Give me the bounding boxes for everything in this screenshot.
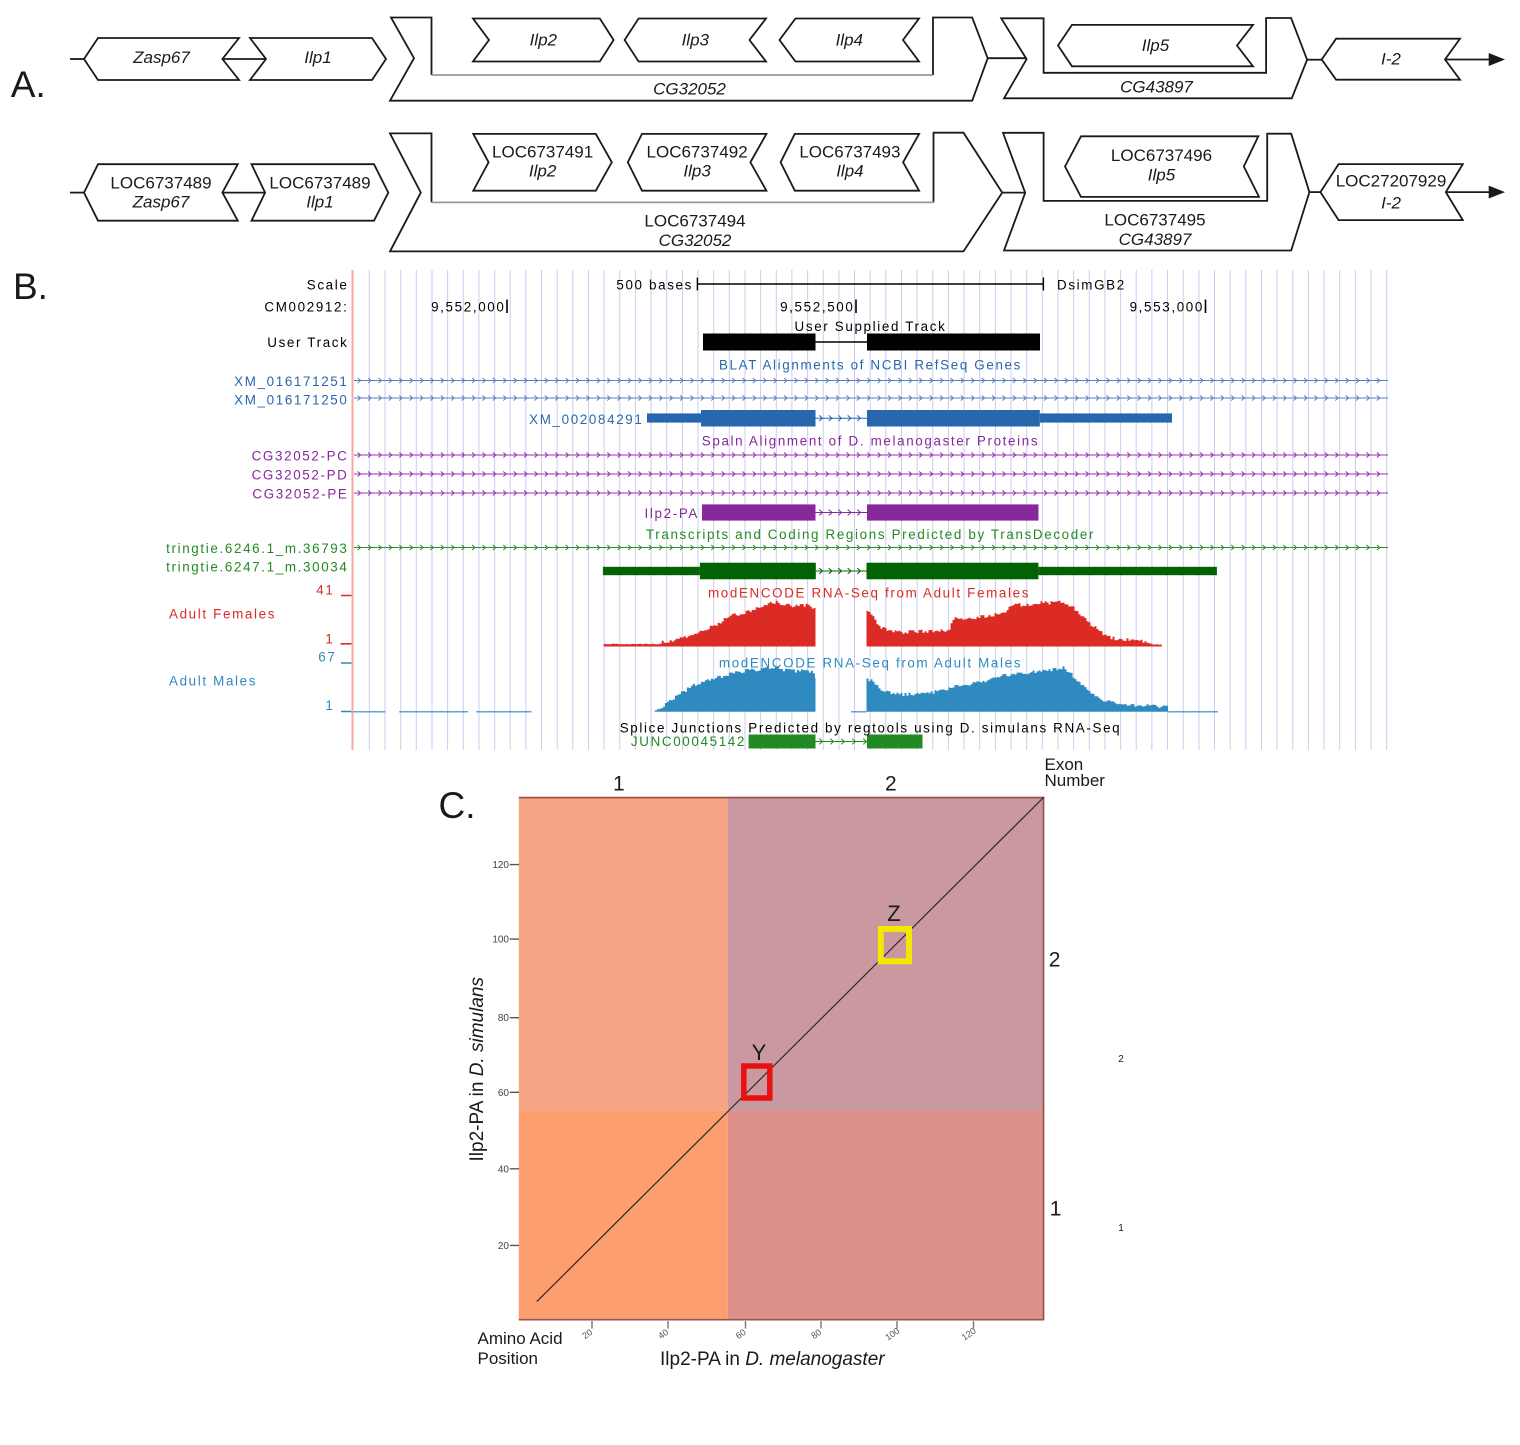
svg-text:A.: A. [11, 64, 46, 105]
svg-text:Transcripts and Coding Regions: Transcripts and Coding Regions Predicted… [646, 527, 1095, 542]
svg-text:LOC6737494: LOC6737494 [644, 212, 745, 231]
svg-text:Ilp4: Ilp4 [836, 31, 863, 50]
svg-text:Ilp1: Ilp1 [304, 48, 331, 67]
svg-text:Adult Males: Adult Males [169, 673, 257, 688]
svg-text:Number: Number [1045, 771, 1106, 790]
svg-text:User Supplied Track: User Supplied Track [795, 319, 947, 334]
svg-text:40: 40 [656, 1327, 670, 1341]
svg-text:LOC6737489: LOC6737489 [110, 174, 211, 193]
svg-text:User Track: User Track [267, 335, 348, 350]
svg-text:LOC27207929: LOC27207929 [1336, 171, 1447, 190]
svg-text:Z: Z [887, 901, 900, 926]
svg-text:Ilp2-PA in D. melanogaster: Ilp2-PA in D. melanogaster [660, 1349, 885, 1370]
svg-text:1: 1 [325, 631, 334, 646]
svg-text:CG43897: CG43897 [1119, 230, 1192, 249]
svg-text:LOC6737491: LOC6737491 [492, 142, 593, 161]
svg-text:CG32052-PC: CG32052-PC [252, 449, 349, 464]
svg-text:B.: B. [13, 266, 48, 307]
svg-text:DsimGB2: DsimGB2 [1057, 278, 1126, 293]
svg-text:LOC6737493: LOC6737493 [799, 142, 900, 161]
svg-text:Spaln Alignment of D. melanoga: Spaln Alignment of D. melanogaster Prote… [702, 434, 1039, 449]
svg-text:67: 67 [318, 649, 336, 664]
svg-text:120: 120 [492, 860, 509, 871]
svg-text:2: 2 [885, 773, 897, 796]
svg-text:Zasp67: Zasp67 [132, 48, 190, 67]
svg-text:40: 40 [498, 1164, 510, 1175]
svg-text:CG32052-PE: CG32052-PE [252, 487, 348, 502]
svg-text:Scale: Scale [307, 278, 349, 293]
svg-text:80: 80 [809, 1327, 823, 1341]
svg-text:CG32052: CG32052 [653, 79, 726, 98]
svg-text:Amino Acid: Amino Acid [478, 1329, 563, 1348]
svg-text:JUNC00045142: JUNC00045142 [631, 734, 746, 749]
svg-text:Position: Position [478, 1349, 538, 1368]
svg-text:tringtie.6246.1_m.36793: tringtie.6246.1_m.36793 [166, 541, 348, 556]
svg-text:Ilp4: Ilp4 [836, 162, 863, 181]
svg-text:Ilp3: Ilp3 [682, 31, 710, 50]
svg-text:20: 20 [580, 1327, 594, 1341]
svg-text:CM002912:: CM002912: [264, 300, 348, 315]
svg-text:80: 80 [498, 1013, 510, 1024]
svg-text:1: 1 [613, 773, 625, 796]
svg-text:CG32052-PD: CG32052-PD [252, 468, 349, 483]
svg-text:Adult Females: Adult Females [169, 607, 276, 622]
svg-text:C.: C. [439, 785, 476, 826]
svg-text:1: 1 [325, 698, 334, 713]
svg-text:modENCODE RNA-Seq from Adult F: modENCODE RNA-Seq from Adult Females [708, 586, 1030, 601]
svg-text:LOC6737496: LOC6737496 [1111, 146, 1212, 165]
svg-text:2: 2 [1118, 1054, 1124, 1065]
svg-text:9,552,000: 9,552,000 [431, 300, 505, 315]
svg-text:9,552,500: 9,552,500 [780, 300, 854, 315]
svg-text:Ilp5: Ilp5 [1148, 165, 1176, 184]
svg-text:LOC6737495: LOC6737495 [1104, 211, 1205, 230]
svg-text:60: 60 [734, 1327, 748, 1341]
svg-text:Ilp5: Ilp5 [1142, 36, 1170, 55]
svg-text:CG32052: CG32052 [659, 231, 732, 250]
svg-text:Splice Junctions Predicted by: Splice Junctions Predicted by regtools u… [620, 721, 1122, 736]
svg-text:Ilp2-PA in D. simulans: Ilp2-PA in D. simulans [467, 977, 488, 1162]
svg-text:500 bases: 500 bases [616, 278, 693, 293]
svg-text:XM_016171250: XM_016171250 [234, 393, 348, 408]
svg-text:Exon: Exon [1045, 755, 1084, 774]
svg-text:Ilp2: Ilp2 [529, 162, 557, 181]
svg-text:LOC6737489: LOC6737489 [269, 174, 370, 193]
svg-text:2: 2 [1049, 949, 1061, 972]
svg-text:XM_016171251: XM_016171251 [234, 374, 348, 389]
svg-text:I-2: I-2 [1381, 194, 1401, 213]
svg-text:Y: Y [752, 1040, 767, 1065]
svg-text:1: 1 [1118, 1223, 1124, 1234]
svg-text:BLAT Alignments of NCBI RefSeq: BLAT Alignments of NCBI RefSeq Genes [719, 358, 1022, 373]
svg-text:I-2: I-2 [1381, 49, 1401, 68]
svg-text:XM_002084291: XM_002084291 [529, 412, 643, 427]
svg-text:modENCODE RNA-Seq from Adult M: modENCODE RNA-Seq from Adult Males [719, 655, 1022, 670]
svg-text:Zasp67: Zasp67 [132, 192, 190, 211]
svg-text:Ilp3: Ilp3 [683, 162, 711, 181]
svg-text:60: 60 [498, 1088, 510, 1099]
svg-text:CG43897: CG43897 [1120, 78, 1193, 97]
svg-text:Ilp2: Ilp2 [530, 31, 558, 50]
svg-text:20: 20 [498, 1241, 510, 1252]
svg-text:LOC6737492: LOC6737492 [647, 142, 748, 161]
svg-text:9,553,000: 9,553,000 [1130, 300, 1204, 315]
svg-text:41: 41 [316, 583, 334, 598]
svg-text:1: 1 [1050, 1197, 1062, 1220]
svg-text:Ilp1: Ilp1 [306, 192, 333, 211]
svg-text:tringtie.6247.1_m.30034: tringtie.6247.1_m.30034 [166, 560, 348, 575]
svg-text:Ilp2-PA: Ilp2-PA [645, 506, 699, 521]
svg-text:100: 100 [492, 935, 509, 946]
